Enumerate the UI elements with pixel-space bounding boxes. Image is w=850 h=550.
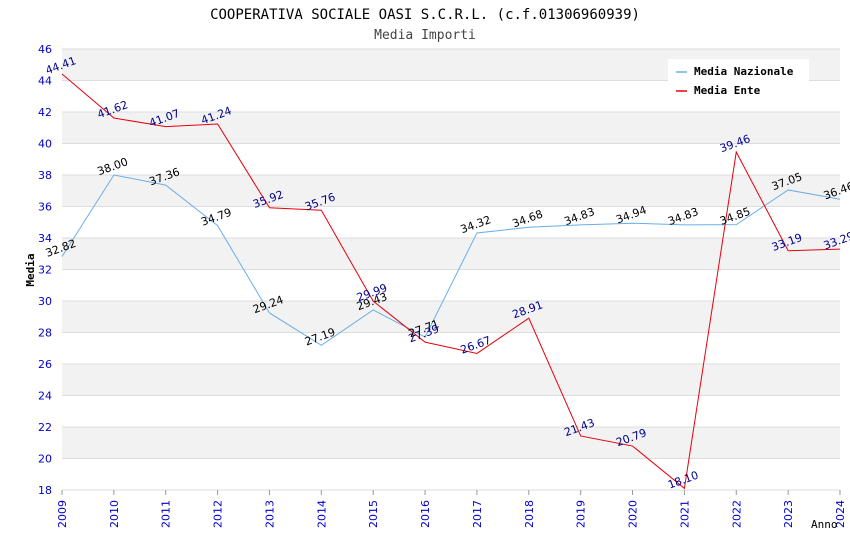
y-tick-label: 20: [38, 453, 52, 466]
x-tick-label: 2013: [263, 500, 276, 528]
y-tick-label: 36: [38, 201, 52, 214]
y-tick-label: 34: [38, 232, 52, 245]
y-tick-label: 18: [38, 484, 52, 497]
x-axis-ticks: 2009 2010 2011 2012 2013 2014 2015 2016 2017 2018…: [56, 490, 847, 528]
legend-label-media-ente: Media Ente: [694, 84, 761, 97]
x-tick-label: 2019: [575, 500, 588, 528]
legend-box: [668, 59, 809, 101]
x-axis-label: Anno: [811, 518, 838, 531]
plot-band: [62, 143, 840, 175]
plot-band: [62, 395, 840, 427]
y-axis-ticks: 18 20 22 24 26 28 30 32 34 36 38 40 42 44 46: [38, 43, 52, 497]
x-tick-label: 2014: [315, 500, 328, 528]
x-tick-label: 2022: [730, 500, 743, 528]
x-tick-label: 2016: [419, 500, 432, 528]
legend-label-media-nazionale: Media Nazionale: [694, 65, 794, 78]
gridlines: [62, 48, 840, 491]
x-tick-label: 2023: [782, 500, 795, 528]
y-tick-label: 38: [38, 169, 52, 182]
x-tick-label: 2021: [678, 500, 691, 528]
series-line-media-ente: [61, 73, 841, 490]
x-tick-label: 2010: [108, 500, 121, 528]
x-tick-label: 2020: [627, 500, 640, 528]
chart-subtitle: Media Importi: [374, 28, 476, 43]
plot-band: [62, 427, 840, 459]
plot-band: [62, 175, 840, 207]
y-tick-label: 28: [38, 327, 52, 340]
x-tick-label: 2018: [523, 500, 536, 528]
y-tick-label: 40: [38, 138, 52, 151]
y-tick-label: 46: [38, 43, 52, 56]
y-tick-label: 24: [38, 390, 52, 403]
x-tick-label: 2009: [56, 500, 69, 528]
plot-band: [62, 206, 840, 238]
series-line-media-nazionale: [61, 174, 841, 346]
x-tick-label: 2012: [212, 500, 225, 528]
y-tick-label: 30: [38, 295, 52, 308]
y-axis-label: Media: [24, 253, 37, 286]
y-tick-label: 22: [38, 421, 52, 434]
chart-title: COOPERATIVA SOCIALE OASI S.C.R.L. (c.f.0…: [210, 7, 640, 23]
plot-band: [62, 301, 840, 333]
x-tick-label: 2015: [367, 500, 380, 528]
y-tick-label: 32: [38, 264, 52, 277]
legend: Media Nazionale Media Ente: [668, 59, 809, 101]
y-tick-label: 44: [38, 75, 52, 88]
y-tick-label: 42: [38, 106, 52, 119]
plot-band: [62, 112, 840, 144]
x-tick-label: 2024: [834, 500, 847, 528]
x-tick-label: 2011: [160, 500, 173, 528]
y-tick-label: 26: [38, 358, 52, 371]
plot-band: [62, 458, 840, 490]
series-group: [61, 73, 841, 490]
plot-band: [62, 238, 840, 270]
x-tick-label: 2017: [471, 500, 484, 528]
plot-band: [62, 364, 840, 396]
